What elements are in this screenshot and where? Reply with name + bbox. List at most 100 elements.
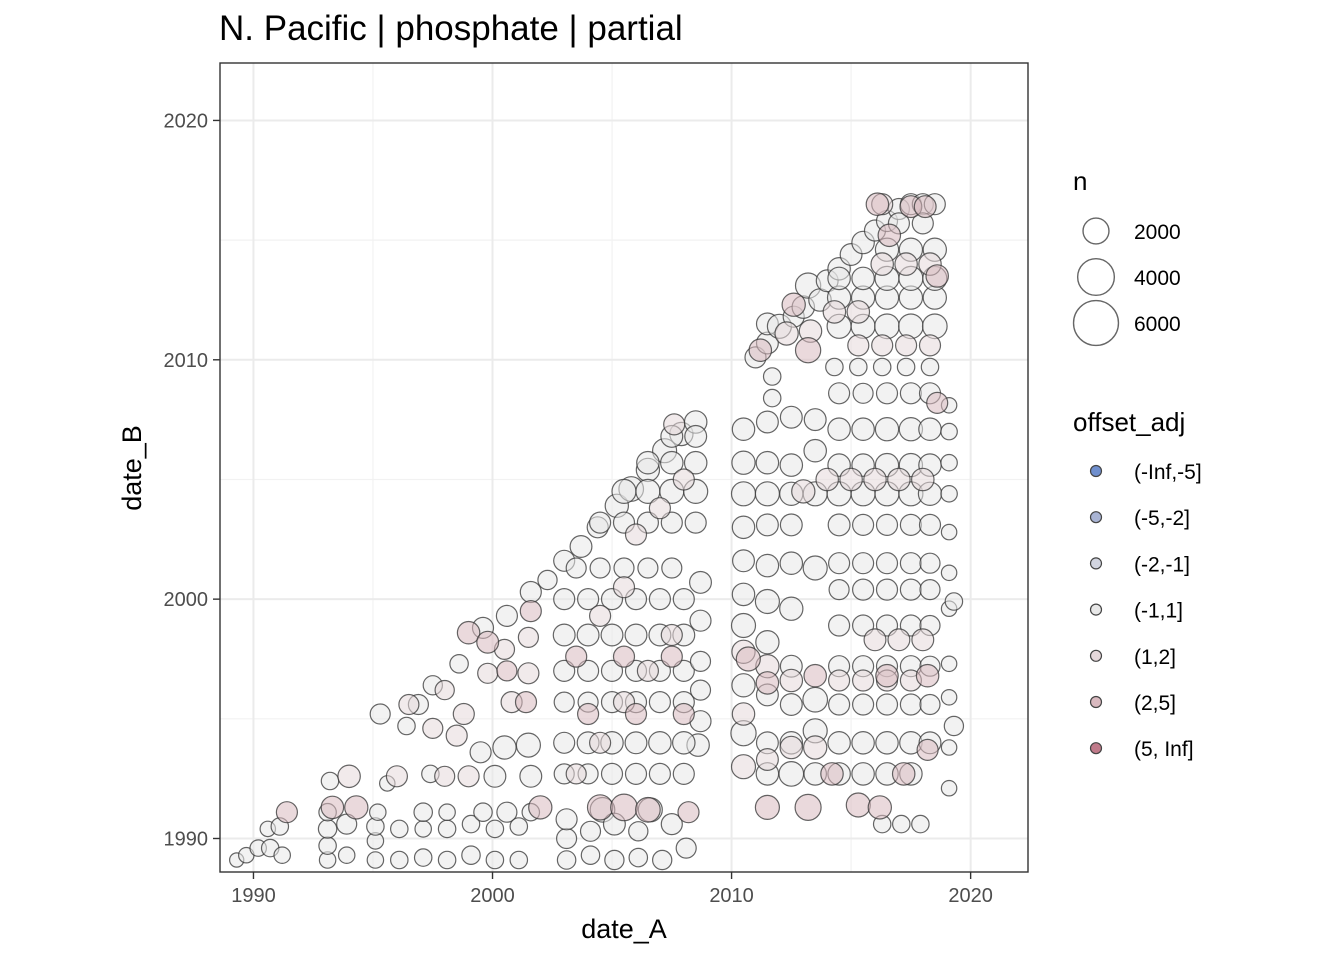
data-point [636,659,660,683]
data-point [434,679,455,701]
data-point [414,820,432,838]
data-point [528,795,553,820]
data-point [648,730,672,755]
data-point [672,587,695,611]
size-legend-label: 6000 [1134,313,1181,336]
data-point [397,716,416,736]
data-point [779,513,803,537]
data-point [827,669,851,692]
data-point [779,735,804,760]
data-point [624,731,648,755]
size-legend-key [1082,217,1110,245]
data-point [635,796,661,823]
data-point [473,802,493,822]
data-point [663,413,686,436]
data-point [496,801,518,823]
x-axis-title: date_A [581,914,667,944]
data-point [794,793,822,822]
data-point [318,836,337,855]
data-point [688,570,712,594]
data-point [519,599,542,623]
color-legend: offset_adj (-Inf,-5] (-5,-2] (-2,-1] (-1,1]… [1073,407,1202,761]
data-point [919,552,941,574]
data-point [875,382,899,405]
color-legend-label: (-Inf,-5] [1134,461,1202,484]
data-point [730,481,757,507]
data-point [485,850,505,870]
data-point [730,754,757,780]
data-point [899,578,923,601]
data-point [496,660,518,682]
data-point [943,715,965,737]
data-point [684,511,707,534]
data-point [845,792,871,818]
data-point [755,747,779,771]
data-point [689,609,712,632]
data-point [887,467,911,492]
data-point [413,802,433,822]
data-point [827,552,851,575]
data-point [851,266,875,291]
data-point [628,847,649,868]
data-point [754,588,781,615]
data-point [689,679,712,701]
data-point [755,630,780,655]
data-point [660,812,683,836]
data-point [875,730,899,755]
data-point [754,794,781,821]
data-point [875,513,899,537]
data-point [847,334,870,357]
grid-minor [220,63,1028,872]
data-point [940,523,958,541]
data-point [851,730,875,755]
data-point [552,623,576,647]
data-point [624,762,648,786]
data-point [779,692,803,716]
data-point [509,850,529,870]
data-point [553,659,576,683]
data-point [940,779,958,797]
data-point [874,313,900,340]
data-point [815,467,839,492]
data-point [899,693,923,716]
data-point [911,814,930,834]
data-point [940,484,958,503]
data-point [438,803,456,821]
data-point [659,450,684,475]
data-point [461,845,481,865]
data-point [672,659,695,683]
color-legend-label: (2,5] [1134,692,1176,715]
data-point [940,688,958,706]
data-point [851,578,875,601]
data-point [846,300,871,324]
data-point [477,662,499,684]
data-point [851,513,875,537]
data-point [875,663,899,688]
data-point [919,578,941,601]
data-point [576,623,600,647]
size-legend-key [1076,257,1116,297]
data-point [730,612,757,639]
data-point [875,578,899,601]
data-point [919,693,941,716]
data-point [648,690,672,714]
data-point [485,819,505,839]
size-legend: n 2000 4000 6000 [1072,166,1181,347]
data-point [918,513,942,537]
data-point [422,717,444,740]
data-point [576,587,600,611]
x-tick-label: 2000 [470,885,515,907]
data-point [275,801,298,824]
data-point [672,762,695,786]
data-point [851,552,875,575]
color-legend-title: offset_adj [1073,407,1185,437]
size-legend-label: 2000 [1134,221,1181,244]
data-point [731,582,756,607]
data-point [921,313,948,340]
size-legend-key [1072,299,1120,347]
data-point [735,646,761,672]
data-point [689,650,712,673]
data-point [517,626,540,649]
data-point [899,382,923,405]
data-point [434,765,456,787]
